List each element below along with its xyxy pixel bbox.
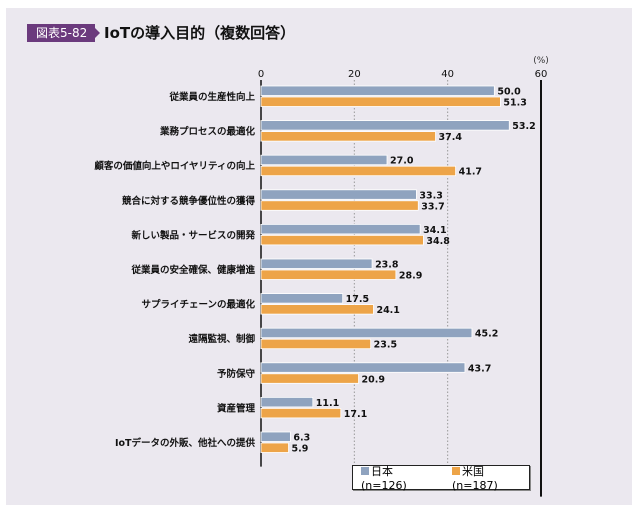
- bar-us: [260, 165, 457, 177]
- legend-item-japan: 日本 (n=126): [361, 463, 438, 492]
- data-label: 43.7: [468, 363, 491, 374]
- bar-us: [260, 234, 424, 246]
- category-label: 従業員の安全確保、健康増進: [130, 264, 255, 276]
- bar-us: [260, 200, 419, 211]
- tick-label: 20: [348, 69, 361, 80]
- legend-item-us: 米国 (n=187): [452, 463, 529, 492]
- category-label: 従業員の生産性向上: [168, 91, 255, 103]
- category-label: 顧客の価値向上やロイヤリティの向上: [94, 160, 255, 172]
- category-label: 競合に対する競争優位性の獲得: [122, 195, 256, 207]
- data-label: 24.1: [376, 305, 399, 316]
- bar-us: [260, 338, 372, 350]
- bar-japan: [260, 189, 417, 200]
- tick-label: 40: [441, 69, 454, 80]
- legend-label-us: 米国 (n=187): [452, 465, 498, 492]
- unit-label: (%): [533, 56, 549, 66]
- data-label: 5.9: [292, 444, 309, 455]
- bar-us: [260, 373, 359, 384]
- data-label: 23.5: [374, 340, 397, 351]
- data-label: 20.9: [362, 374, 385, 385]
- bar-us: [260, 269, 397, 280]
- tick-label: 0: [258, 69, 264, 80]
- tick-label: 60: [535, 69, 548, 80]
- data-label: 23.8: [375, 260, 399, 271]
- bar-japan: [260, 293, 344, 304]
- category-label: 予防保守: [217, 368, 256, 380]
- data-label: 53.2: [512, 121, 535, 132]
- legend-swatch-us: [452, 467, 460, 475]
- data-label: 27.0: [390, 156, 414, 167]
- data-label: 34.1: [423, 225, 446, 236]
- category-label: 資産管理: [217, 402, 256, 414]
- bar-japan: [260, 327, 473, 339]
- bar-japan: [260, 396, 314, 408]
- bar-us: [260, 96, 501, 107]
- bar-japan: [260, 120, 510, 131]
- bar-japan: [260, 223, 421, 235]
- data-label: 51.3: [503, 98, 526, 109]
- data-label: 50.0: [497, 87, 521, 98]
- legend: 日本 (n=126) 米国 (n=187): [352, 463, 530, 492]
- data-label: 33.7: [421, 201, 444, 212]
- data-label: 17.5: [346, 294, 369, 305]
- legend-swatch-japan: [361, 467, 369, 475]
- data-label: 11.1: [316, 398, 339, 409]
- category-label: 遠隔監視、制御: [188, 333, 255, 345]
- data-label: 45.2: [475, 329, 498, 340]
- chart-title: IoTの導入目的（複数回答）: [104, 24, 296, 42]
- bar-us: [260, 407, 342, 419]
- figure-badge: 図表5-82: [27, 24, 96, 42]
- category-label: サプライチェーンの最適化: [141, 299, 255, 311]
- bar-japan: [260, 362, 466, 373]
- category-label: 新しい製品・サービスの開発: [131, 229, 255, 241]
- legend-label-japan: 日本 (n=126): [361, 465, 407, 492]
- data-label: 41.7: [459, 167, 482, 178]
- bar-us: [260, 304, 374, 315]
- data-label: 34.8: [426, 236, 450, 247]
- bar-us: [260, 131, 436, 142]
- category-label: 業務プロセスの最適化: [159, 126, 256, 138]
- data-label: 6.3: [293, 433, 310, 444]
- bar-us: [260, 442, 289, 453]
- bar-japan: [260, 258, 373, 269]
- data-label: 28.9: [399, 271, 422, 282]
- data-label: 17.1: [344, 409, 367, 420]
- bar-japan: [260, 85, 495, 96]
- category-label: IoTデータの外販、他社への提供: [115, 437, 256, 449]
- badge-arrow: [91, 24, 100, 42]
- bar-japan: [260, 431, 291, 442]
- data-label: 33.3: [419, 190, 442, 201]
- data-label: 37.4: [439, 132, 463, 143]
- footer-strip: [0, 505, 638, 518]
- bar-japan: [260, 154, 388, 166]
